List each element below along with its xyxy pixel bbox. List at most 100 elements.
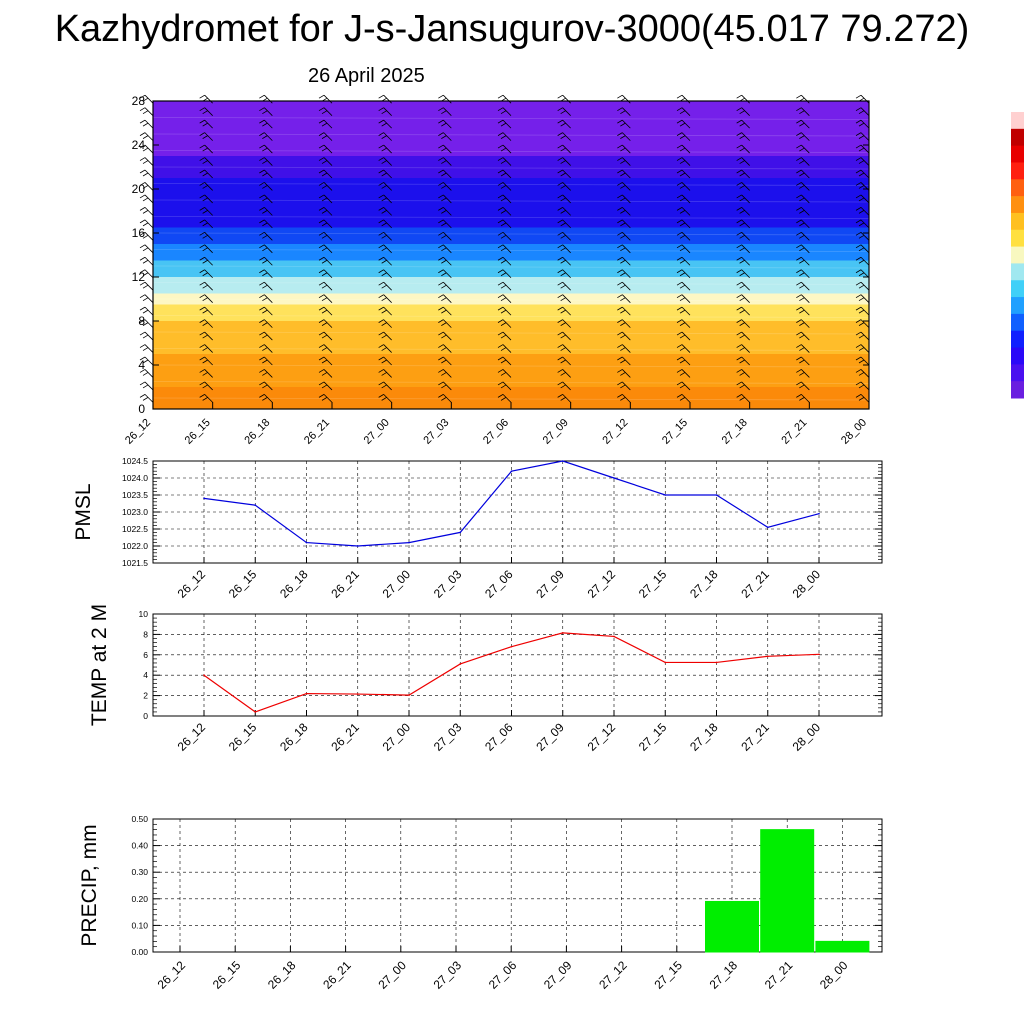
wind-barb [736, 207, 750, 216]
bar [760, 829, 815, 953]
heatmap-band-10 [153, 156, 869, 178]
x-tick-label: 27_12 [585, 720, 619, 754]
wind-barb [139, 356, 154, 366]
wind-barb [438, 356, 452, 366]
wind-barb [497, 344, 512, 353]
wind-barb [796, 394, 810, 403]
wind-barb [736, 394, 750, 403]
wind-barb [855, 394, 870, 403]
wind-barb [318, 144, 333, 154]
wind-barb [318, 182, 333, 191]
bar [705, 900, 759, 953]
data-point [766, 526, 769, 529]
heatmap-x-tick-label: 27_00 [362, 417, 392, 447]
wind-barb [438, 182, 452, 191]
wind-barb [259, 169, 273, 179]
wind-barb [676, 157, 691, 166]
x-tick-label: 28_00 [790, 567, 824, 601]
wind-barb [855, 207, 870, 216]
wind-barb [259, 306, 273, 316]
precip-panel: 0.00 0.10 0.20 0.30 0.40 0.50 26_12 26_15 26_18 2… [78, 814, 883, 992]
x-tick-label: 27_15 [651, 958, 685, 992]
wind-barb [438, 369, 452, 378]
y-axis-label: TEMP at 2 M [88, 604, 111, 726]
wind-barb [796, 269, 810, 279]
wind-barb [736, 369, 750, 378]
heatmap-contour-line [152, 117, 870, 120]
wind-barb [199, 219, 213, 229]
wind-barb [438, 231, 452, 241]
wind-barb [497, 231, 512, 241]
data-point [254, 711, 257, 713]
wind-barb [378, 381, 392, 391]
wind-barb [497, 144, 512, 154]
wind-barb [676, 294, 691, 303]
wind-barb [378, 119, 392, 129]
wind-barb [736, 294, 750, 303]
x-tick-label: 27_21 [738, 720, 772, 754]
wind-barb [796, 207, 810, 216]
y-tick-label: 1024.0 [122, 473, 148, 483]
wind-barb [378, 144, 392, 154]
wind-barb [796, 107, 810, 116]
wind-barb [199, 331, 213, 341]
wind-barb [139, 231, 154, 241]
wind-barb [199, 256, 213, 266]
wind-barb [736, 119, 750, 129]
wind-barb [259, 119, 273, 129]
wind-barb [855, 319, 870, 328]
wind-barb [139, 256, 154, 266]
wind-barb [855, 331, 870, 341]
y-tick-label: 1023.5 [122, 490, 148, 500]
wind-barb [557, 231, 571, 241]
wind-barb [617, 169, 631, 179]
heatmap-x-tick-label: 26_21 [302, 417, 332, 447]
wind-barb [438, 294, 452, 303]
wind-barb [497, 169, 512, 179]
wind-barb [378, 107, 392, 116]
wind-barb [557, 394, 571, 403]
data-point [664, 494, 667, 496]
wind-barb [557, 119, 571, 129]
wind-barb [557, 306, 571, 316]
heatmap-band-4 [153, 293, 869, 305]
wind-barb [497, 331, 512, 341]
colorbar-segment [1011, 280, 1024, 298]
wind-barb [139, 107, 154, 116]
wind-barb [736, 157, 750, 166]
wind-barb [676, 394, 691, 403]
wind-barb [736, 244, 750, 254]
data-point [203, 674, 205, 676]
wind-barb [497, 319, 512, 328]
wind-barb [139, 157, 154, 166]
wind-barb [199, 344, 213, 353]
wind-barb [318, 331, 333, 341]
wind-barb [617, 144, 631, 154]
wind-barb [259, 369, 273, 378]
data-point [664, 661, 667, 664]
chart-title: Kazhydromet for J-s-Jansugurov-3000(45.0… [54, 8, 970, 50]
heatmap-x-tick-label: 27_18 [720, 417, 750, 447]
wind-barb [855, 381, 870, 391]
wind-barb [796, 356, 810, 366]
colorbar-segment [1011, 347, 1024, 365]
data-point [510, 470, 513, 473]
y-axis-label: PRECIP, mm [78, 824, 101, 946]
heatmap-contour-line [152, 183, 870, 186]
wind-barb [676, 182, 691, 191]
wind-barb [199, 269, 213, 279]
wind-barb [855, 157, 870, 166]
x-tick-label: 26_12 [175, 720, 209, 754]
wind-barb [438, 281, 452, 291]
data-point [459, 531, 462, 534]
colorbar-segment [1011, 145, 1024, 163]
colorbar-segment [1011, 330, 1024, 349]
wind-barb [855, 107, 870, 116]
wind-barb [796, 344, 810, 353]
wind-barb [796, 231, 810, 241]
wind-barb [438, 219, 452, 229]
wind-barb [199, 157, 213, 166]
x-tick-label: 26_21 [328, 720, 362, 754]
wind-barb [139, 269, 154, 279]
heatmap-contour-line [152, 166, 870, 170]
